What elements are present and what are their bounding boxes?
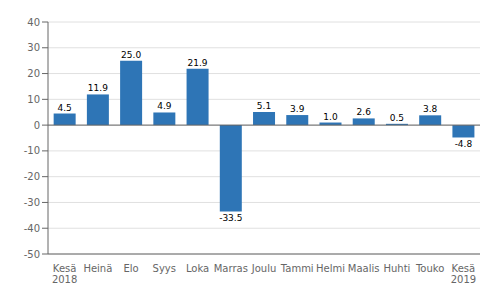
svg-text:3.8: 3.8 [423,104,438,114]
svg-text:Kesä2019: Kesä2019 [451,263,476,285]
svg-text:20: 20 [27,68,40,79]
svg-text:Huhti: Huhti [383,263,410,274]
svg-text:11.9: 11.9 [88,83,108,93]
svg-text:30: 30 [27,42,40,53]
svg-text:-50: -50 [24,249,40,260]
svg-text:0: 0 [34,120,40,131]
svg-text:5.1: 5.1 [257,101,271,111]
svg-text:25.0: 25.0 [121,50,141,60]
svg-text:3.9: 3.9 [290,104,305,114]
svg-text:-10: -10 [24,145,40,156]
svg-text:Helmi: Helmi [316,263,345,274]
svg-text:21.9: 21.9 [188,58,208,68]
svg-text:-40: -40 [24,223,40,234]
svg-text:-33.5: -33.5 [219,213,242,223]
svg-text:-4.8: -4.8 [455,139,473,149]
svg-text:40: 40 [27,17,40,28]
svg-text:Tammi: Tammi [280,263,314,274]
svg-text:2.6: 2.6 [357,107,372,117]
svg-text:Joulu: Joulu [251,263,277,274]
svg-text:0.5: 0.5 [390,113,404,123]
svg-text:Touko: Touko [415,263,444,274]
svg-text:Marras: Marras [214,263,248,274]
svg-text:-30: -30 [24,197,40,208]
svg-text:4.9: 4.9 [157,101,172,111]
svg-text:Kesä2018: Kesä2018 [52,263,77,285]
svg-text:-20: -20 [24,171,40,182]
svg-text:Elo: Elo [123,263,138,274]
svg-text:Loka: Loka [186,263,209,274]
svg-text:10: 10 [27,94,40,105]
svg-text:Syys: Syys [153,263,176,274]
svg-text:Heinä: Heinä [83,263,112,274]
svg-text:4.5: 4.5 [57,103,71,113]
svg-text:Maalis: Maalis [348,263,380,274]
svg-text:1.0: 1.0 [323,112,338,122]
